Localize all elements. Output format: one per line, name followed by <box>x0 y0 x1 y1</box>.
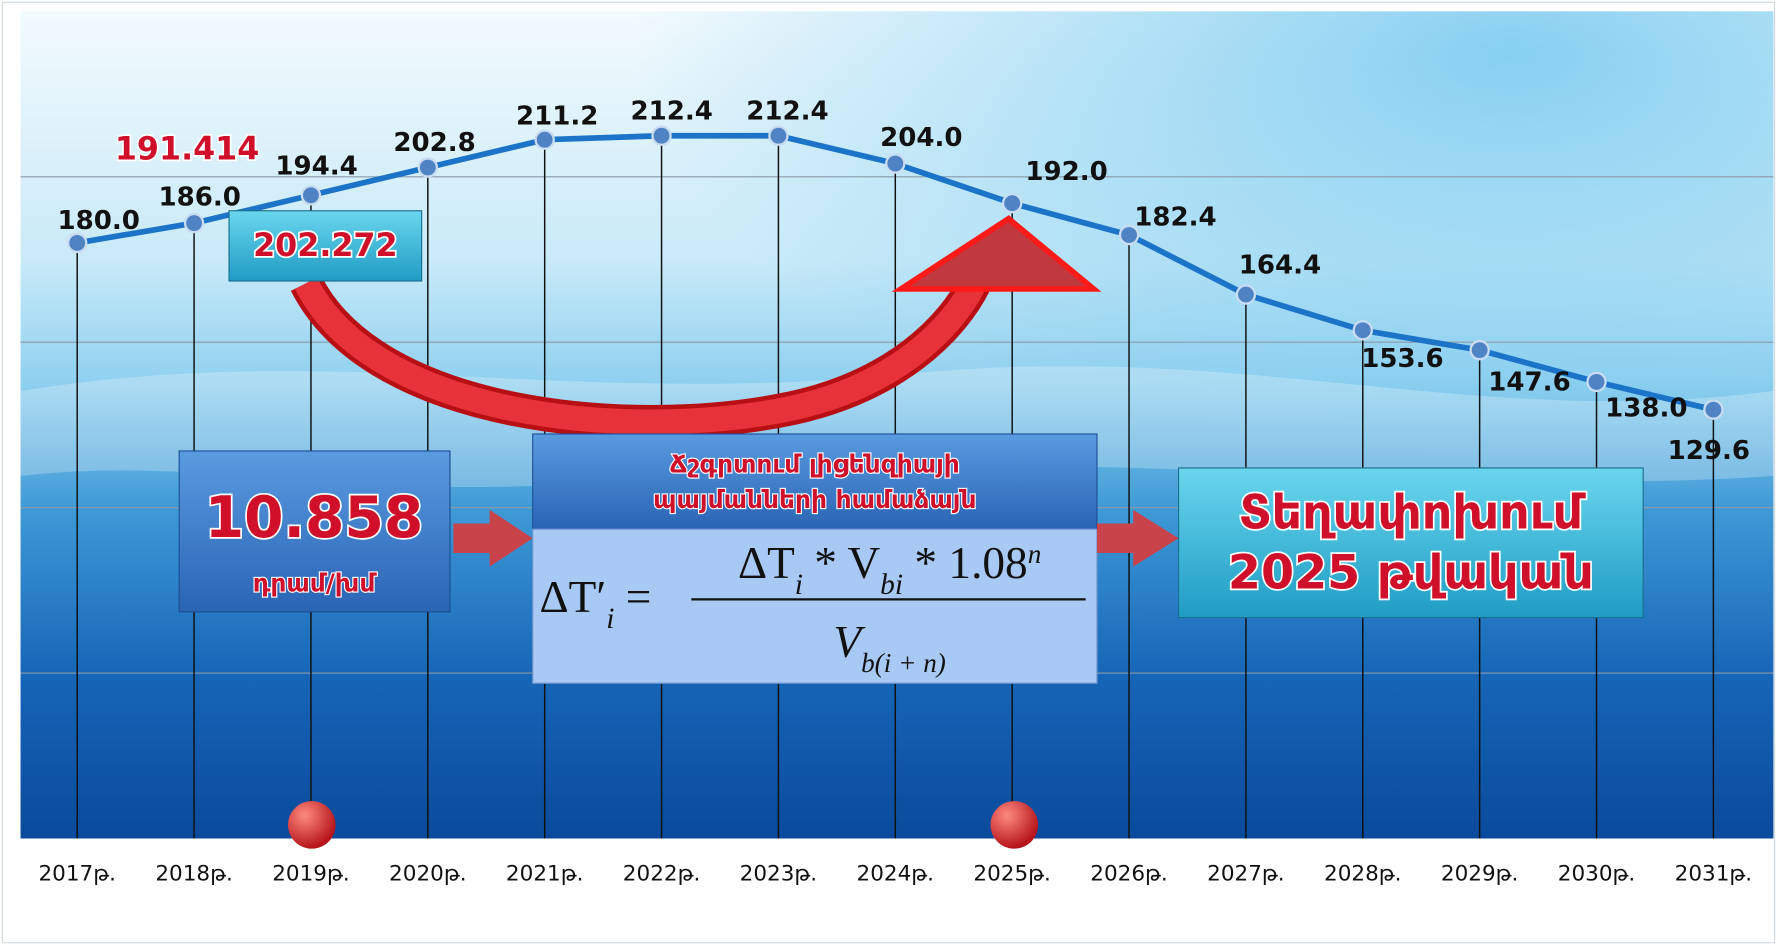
x-tick-label: 2022թ. <box>623 862 700 887</box>
formula-part: i <box>606 603 614 635</box>
sky-glow <box>20 11 1774 839</box>
point <box>534 129 555 150</box>
labels: 180.0 186.0 194.4 202.8 211.2 212.4 212.4 204.0… <box>38 96 1752 886</box>
marker-ball <box>990 801 1039 849</box>
x-tick-label: 2028թ. <box>1324 862 1401 887</box>
new-value: 202.272 <box>253 228 397 264</box>
formula-part: ΔT <box>738 538 795 588</box>
note-line: պայմանների համաձայն <box>653 485 976 514</box>
point <box>651 125 672 146</box>
x-tick-label: 2029թ. <box>1441 862 1518 887</box>
x-tick-label: 2026թ. <box>1090 862 1167 887</box>
point <box>1352 320 1373 341</box>
value-label: 194.4 <box>275 151 357 181</box>
arrow <box>1096 509 1179 567</box>
formula-part: * V <box>803 538 880 588</box>
x-tick-label: 2018թ. <box>155 862 232 887</box>
point <box>768 125 789 146</box>
value-label: 147.6 <box>1488 367 1570 397</box>
point <box>300 185 322 206</box>
point <box>1469 339 1490 361</box>
point <box>1235 284 1257 305</box>
x-tick-label: 2030թ. <box>1558 862 1635 887</box>
value-label: 212.4 <box>631 96 713 126</box>
formula-part: ΔT′ <box>540 572 607 622</box>
value-label: 138.0 <box>1605 394 1687 424</box>
x-tick-label: 2023թ. <box>740 862 817 887</box>
curved-arrow <box>294 277 986 435</box>
value-label: 204.0 <box>880 123 962 153</box>
x-tick-label: 2019թ. <box>272 862 349 887</box>
x-tick-label: 2020թ. <box>389 862 466 887</box>
x-tick-label: 2027թ. <box>1207 862 1284 887</box>
value-label: 212.4 <box>746 96 828 126</box>
formula-part: b(i + n) <box>861 648 946 678</box>
point <box>1703 399 1724 420</box>
x-tick-label: 2025թ. <box>973 862 1050 887</box>
transfer-box <box>1178 467 1644 619</box>
value-label: 192.0 <box>1025 157 1107 187</box>
value-label: 153.6 <box>1361 344 1443 374</box>
point <box>1118 224 1140 246</box>
point <box>885 153 906 174</box>
value-label: 186.0 <box>159 183 241 213</box>
formula-part: = <box>614 572 651 622</box>
value-label: 164.4 <box>1239 251 1321 281</box>
difference-box <box>178 450 451 613</box>
formula-box <box>532 528 1098 684</box>
transfer-line: Տեղափոխում <box>1239 486 1587 541</box>
value-label: 180.0 <box>58 206 140 236</box>
value-label: 182.4 <box>1134 202 1216 232</box>
note-box <box>532 433 1098 530</box>
arrow <box>453 509 533 567</box>
point <box>183 212 205 234</box>
formula-denominator: Vb(i + n) <box>833 617 945 678</box>
note-line: Ճշգրտում լիցենզիայի <box>670 450 960 479</box>
formula-part: i <box>795 569 803 601</box>
difference-value: 10.858 <box>205 485 424 551</box>
series <box>67 125 1724 420</box>
old-value: 191.414 <box>115 132 259 168</box>
value-label: 202.8 <box>393 128 475 158</box>
new-value-box <box>228 210 423 282</box>
x-tick-label: 2031թ. <box>1675 862 1752 887</box>
point <box>1586 371 1607 393</box>
x-tick-label: 2024թ. <box>857 862 934 887</box>
difference-unit: դրամ/խմ <box>253 569 378 598</box>
x-tick-label: 2021թ. <box>506 862 583 887</box>
formula-part: n <box>1028 539 1042 569</box>
marker-ball <box>287 801 336 849</box>
arrow-head <box>891 215 1102 292</box>
formula-part: bi <box>880 569 903 601</box>
formula-part: V <box>833 617 866 667</box>
formula-lhs: ΔT′i = <box>540 572 652 635</box>
value-label: 211.2 <box>516 102 598 132</box>
transfer-line: 2025 թվական <box>1228 546 1594 601</box>
point <box>1001 193 1023 214</box>
point <box>67 232 88 254</box>
x-tick-label: 2017թ. <box>38 862 115 887</box>
value-label: 129.6 <box>1668 436 1750 466</box>
point <box>417 157 439 178</box>
formula-part: * 1.08 <box>903 538 1028 588</box>
formula-numerator: ΔTi * Vbi * 1.08n <box>738 538 1041 601</box>
